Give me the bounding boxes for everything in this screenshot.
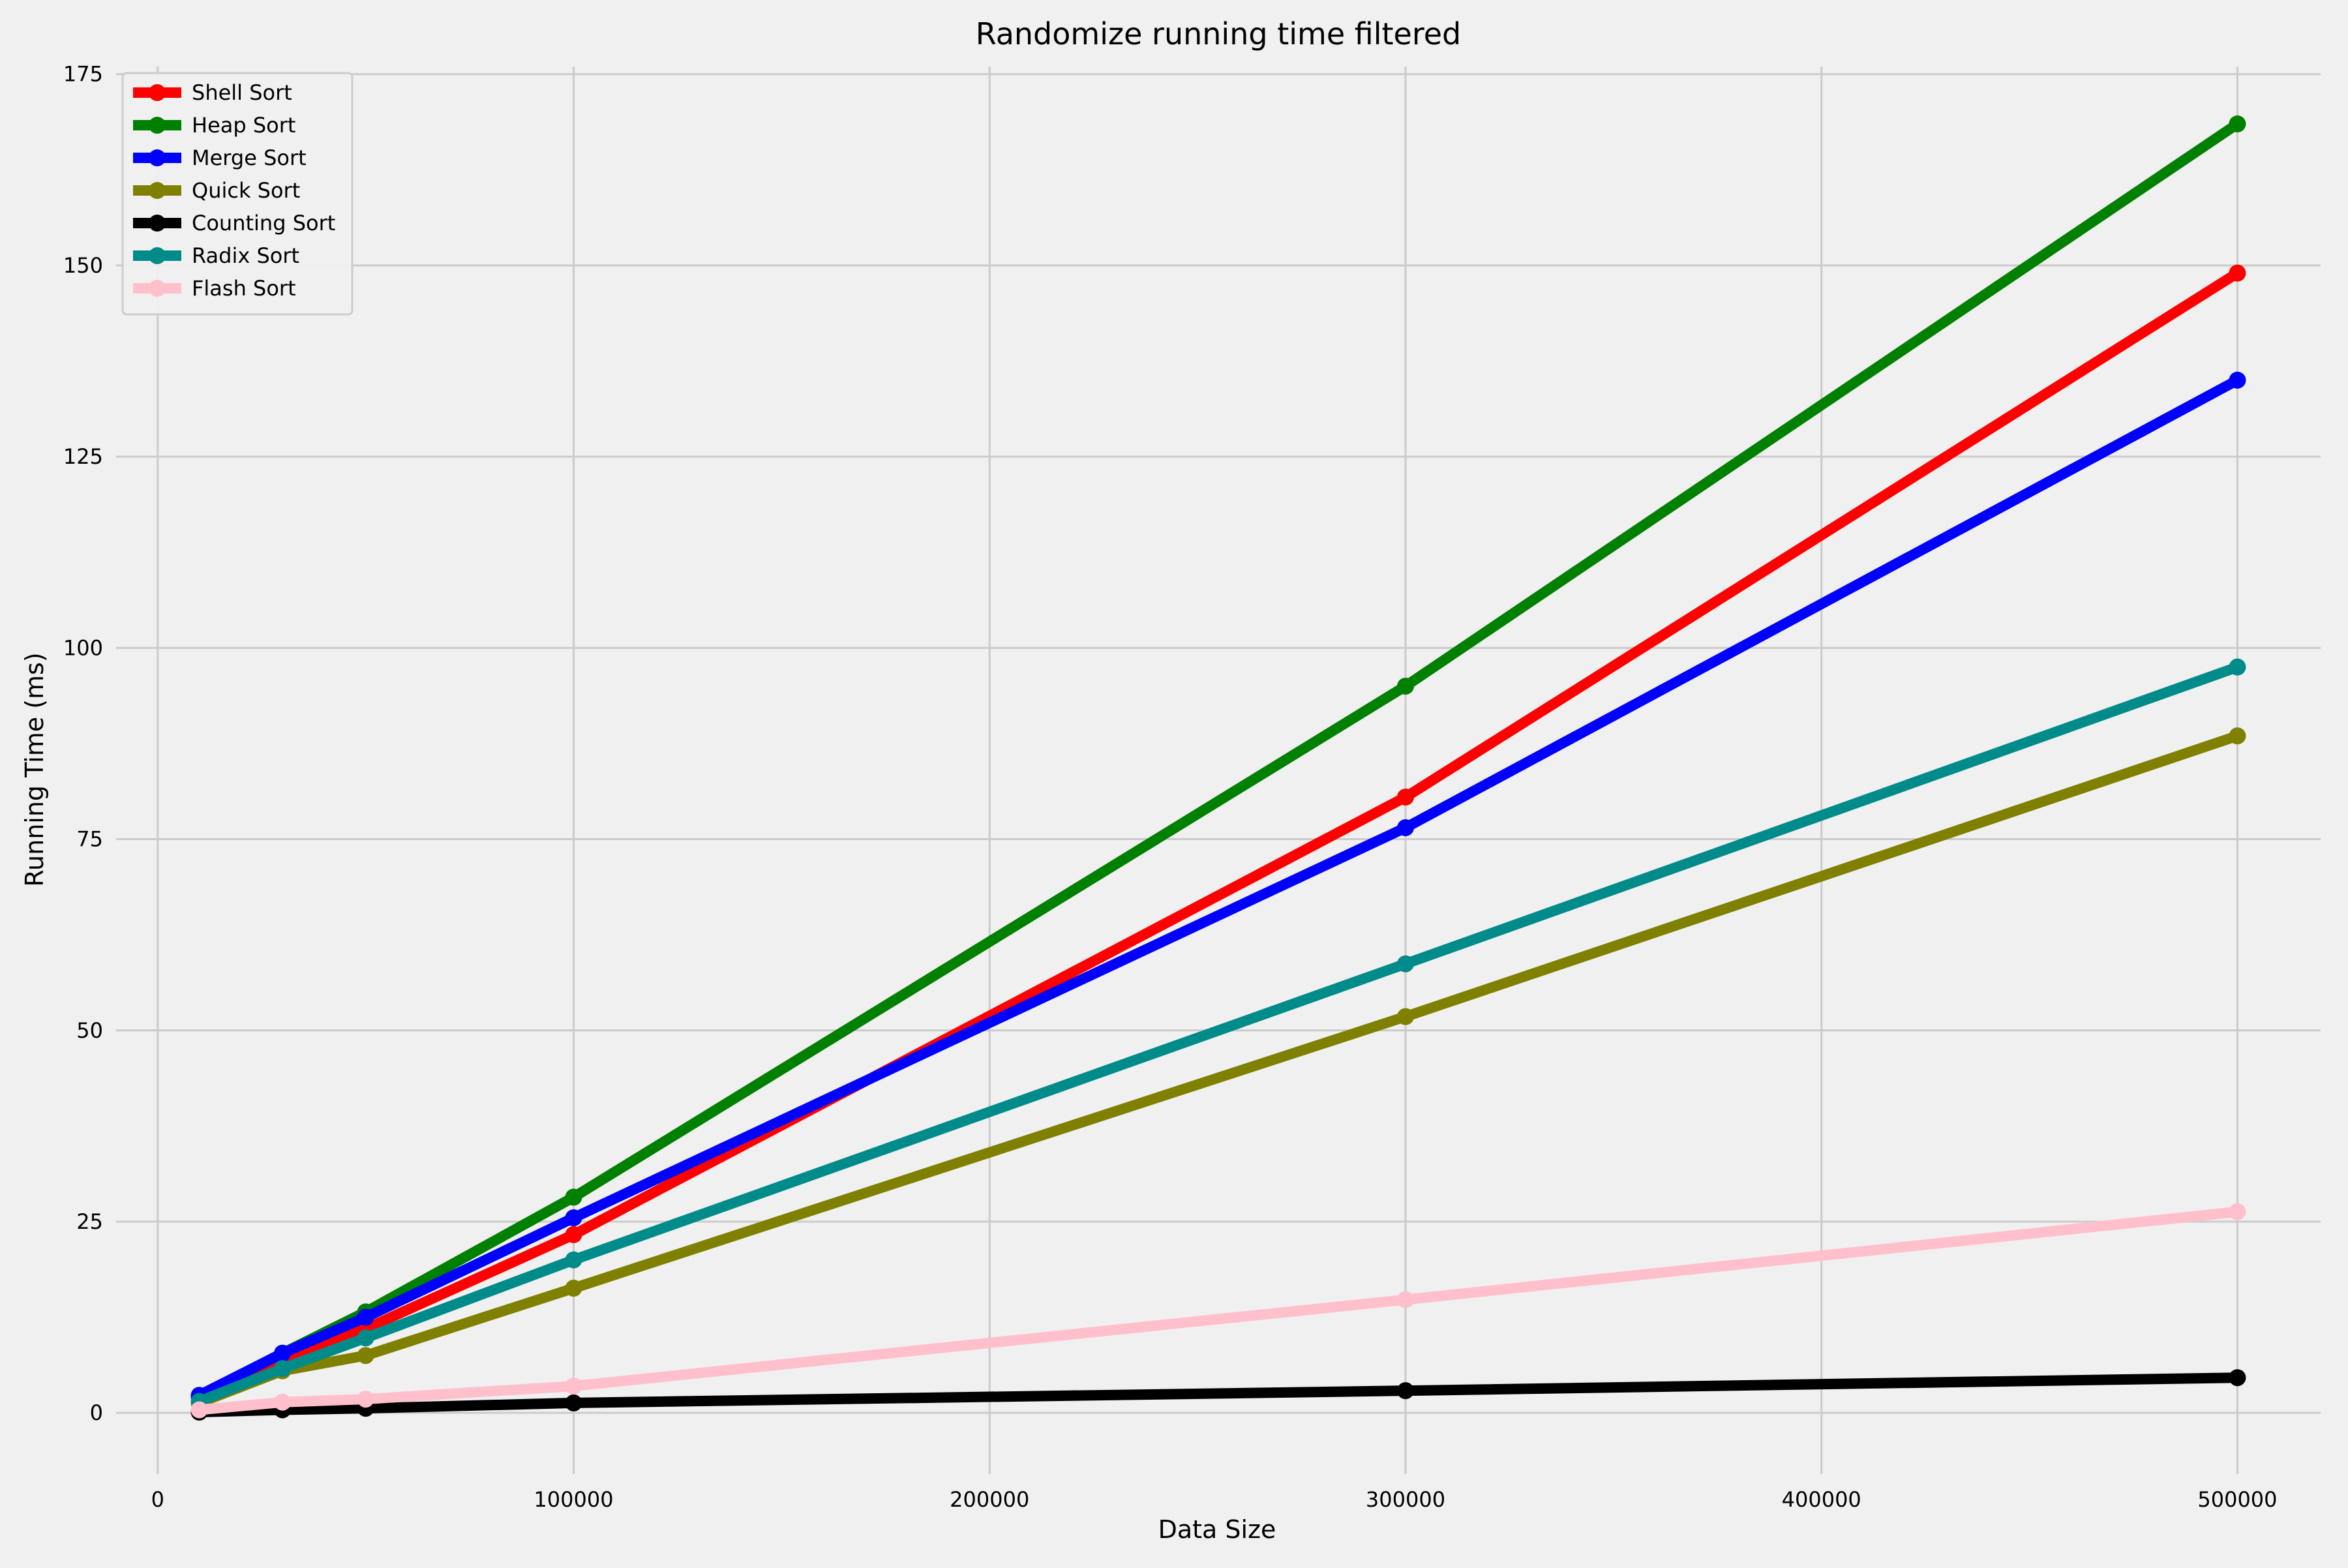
data-point-shell-sort (2229, 264, 2246, 282)
y-tick-label: 150 (63, 253, 103, 278)
data-point-merge-sort (274, 1344, 292, 1362)
legend-swatch-marker (149, 117, 166, 134)
data-point-radix-sort (274, 1360, 292, 1378)
data-point-heap-sort (565, 1188, 582, 1206)
data-point-shell-sort (565, 1226, 582, 1243)
legend-item-heap-sort: Heap Sort (133, 113, 295, 138)
data-point-merge-sort (357, 1308, 374, 1326)
data-point-quick-sort (1396, 1008, 1414, 1025)
axes: 0 100000 200000 300000 400000 500000 0 25 50 75 10… (63, 62, 2278, 1512)
x-axis-label: Data Size (1158, 1515, 1276, 1544)
data-point-quick-sort (357, 1347, 374, 1364)
data-point-flash-sort (2229, 1203, 2246, 1220)
legend-swatch-marker (149, 182, 166, 199)
data-point-counting-sort (2229, 1369, 2246, 1387)
legend-label: Quick Sort (192, 178, 300, 203)
grid-lines (116, 67, 2321, 1474)
series-flash-sort (190, 1203, 2246, 1419)
data-point-flash-sort (565, 1378, 582, 1395)
data-point-quick-sort (565, 1280, 582, 1297)
data-point-flash-sort (190, 1401, 208, 1419)
data-point-merge-sort (2229, 371, 2246, 389)
legend-label: Flash Sort (192, 276, 296, 301)
data-series (190, 115, 2246, 1421)
x-tick-label: 300000 (1366, 1487, 1445, 1512)
legend-swatch-marker (149, 247, 166, 264)
data-point-counting-sort (1396, 1382, 1414, 1400)
data-point-flash-sort (274, 1393, 292, 1411)
series-line-radix-sort (197, 662, 2240, 1407)
data-point-heap-sort (1396, 677, 1414, 695)
chart-title: Randomize running time filtered (976, 16, 1461, 52)
y-tick-label: 125 (63, 444, 103, 469)
legend-swatch-marker (149, 215, 166, 232)
legend-label: Counting Sort (192, 211, 335, 235)
legend-swatch-marker (149, 149, 166, 166)
legend: Shell Sort Heap Sort Merge Sort Quick Sort C… (121, 72, 354, 316)
series-line-flash-sort (198, 1206, 2238, 1415)
legend-label: Heap Sort (192, 113, 295, 138)
series-line-merge-sort (196, 375, 2240, 1400)
x-tick-label: 0 (151, 1487, 164, 1512)
y-tick-label: 0 (90, 1400, 103, 1425)
data-point-radix-sort (1396, 955, 1414, 972)
legend-item-radix-sort: Radix Sort (133, 243, 299, 268)
legend-item-quick-sort: Quick Sort (133, 178, 300, 203)
data-point-radix-sort (565, 1251, 582, 1269)
data-point-flash-sort (357, 1391, 374, 1408)
x-tick-label: 100000 (534, 1487, 613, 1512)
data-point-counting-sort (565, 1394, 582, 1411)
legend-item-flash-sort: Flash Sort (133, 276, 296, 301)
legend-label: Shell Sort (192, 80, 292, 105)
x-tick-label: 200000 (950, 1487, 1029, 1512)
y-axis-label: Running Time (ms) (20, 652, 49, 886)
data-point-merge-sort (1396, 819, 1414, 836)
y-tick-label: 100 (63, 635, 103, 660)
y-tick-label: 75 (76, 827, 103, 852)
legend-swatch-marker (149, 84, 166, 101)
series-line-counting-sort (199, 1372, 2238, 1417)
data-point-merge-sort (565, 1209, 582, 1227)
data-point-radix-sort (2229, 658, 2246, 676)
y-tick-label: 50 (76, 1018, 103, 1043)
legend-item-merge-sort: Merge Sort (133, 145, 307, 170)
data-point-shell-sort (1396, 789, 1414, 806)
data-point-radix-sort (357, 1329, 374, 1347)
legend-item-counting-sort: Counting Sort (133, 211, 335, 235)
legend-swatch-marker (149, 280, 166, 297)
data-point-quick-sort (2229, 727, 2246, 745)
x-tick-label: 400000 (1782, 1487, 1861, 1512)
series-merge-sort (190, 371, 2246, 1404)
y-tick-label: 175 (63, 62, 103, 87)
legend-label: Merge Sort (192, 145, 307, 170)
data-point-heap-sort (2229, 115, 2246, 132)
x-tick-label: 500000 (2197, 1487, 2277, 1512)
y-tick-label: 25 (76, 1209, 103, 1234)
data-point-flash-sort (1396, 1291, 1414, 1308)
legend-label: Radix Sort (192, 243, 299, 268)
legend-item-shell-sort: Shell Sort (133, 80, 292, 105)
